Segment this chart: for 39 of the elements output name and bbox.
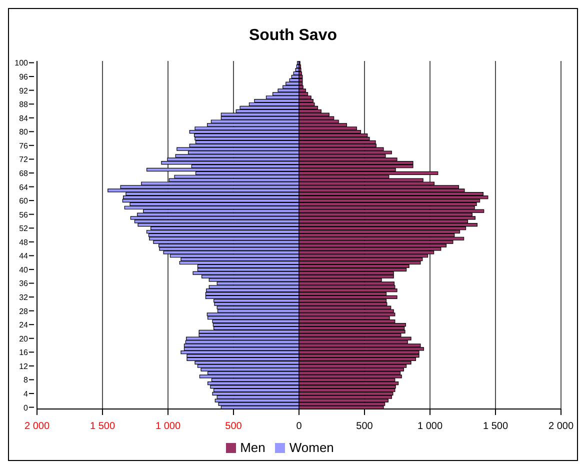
y-tick-label: 56 — [19, 210, 29, 220]
x-tick-label: 2 000 — [548, 421, 574, 432]
y-tick-label: 96 — [19, 72, 29, 82]
y-tick-label: 88 — [19, 100, 29, 110]
x-tick-label: 1 000 — [417, 421, 443, 432]
y-tick-label: 20 — [19, 334, 29, 344]
y-tick-label: 72 — [19, 155, 29, 164]
y-tick-label: 8 — [24, 376, 29, 385]
x-tick-label: 1 000 — [155, 421, 181, 432]
x-tick-label: 2 000 — [24, 421, 50, 432]
x-tick-label: 1 500 — [90, 421, 116, 432]
y-tick-label: 92 — [19, 86, 29, 96]
y-tick-label: 76 — [19, 141, 29, 150]
y-tick-label: 12 — [19, 362, 29, 371]
y-tick-label: 24 — [19, 320, 29, 330]
y-tick-label: 32 — [19, 293, 29, 302]
legend-label: Men — [240, 440, 266, 455]
bar — [289, 78, 300, 82]
chart-title: South Savo — [248, 26, 338, 46]
y-tick-label: 28 — [19, 306, 29, 316]
x-tick-label: 500 — [356, 421, 374, 432]
legend-label: Women — [289, 440, 334, 455]
y-tick-label: 36 — [19, 279, 29, 288]
x-tick-label: 0 — [296, 421, 302, 432]
y-tick-label: 84 — [19, 114, 29, 123]
y-tick-label: 52 — [19, 224, 29, 234]
y-tick-label: 40 — [19, 265, 29, 274]
x-tick-label: 500 — [225, 421, 242, 432]
y-tick-label: 0 — [24, 403, 29, 412]
y-tick-label: 44 — [19, 252, 29, 261]
x-tick-label: 1 500 — [482, 421, 508, 432]
y-tick-label: 100 — [14, 58, 29, 68]
y-tick-label: 48 — [19, 238, 29, 247]
y-tick-label: 60 — [19, 196, 29, 206]
y-tick-label: 68 — [19, 168, 29, 178]
y-tick-label: 80 — [19, 128, 29, 137]
y-tick-label: 4 — [24, 389, 29, 398]
y-tick-label: 64 — [19, 182, 29, 192]
y-tick-label: 16 — [19, 348, 29, 358]
